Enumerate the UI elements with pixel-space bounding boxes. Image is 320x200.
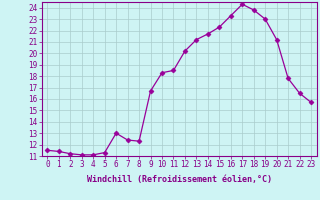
X-axis label: Windchill (Refroidissement éolien,°C): Windchill (Refroidissement éolien,°C) — [87, 175, 272, 184]
